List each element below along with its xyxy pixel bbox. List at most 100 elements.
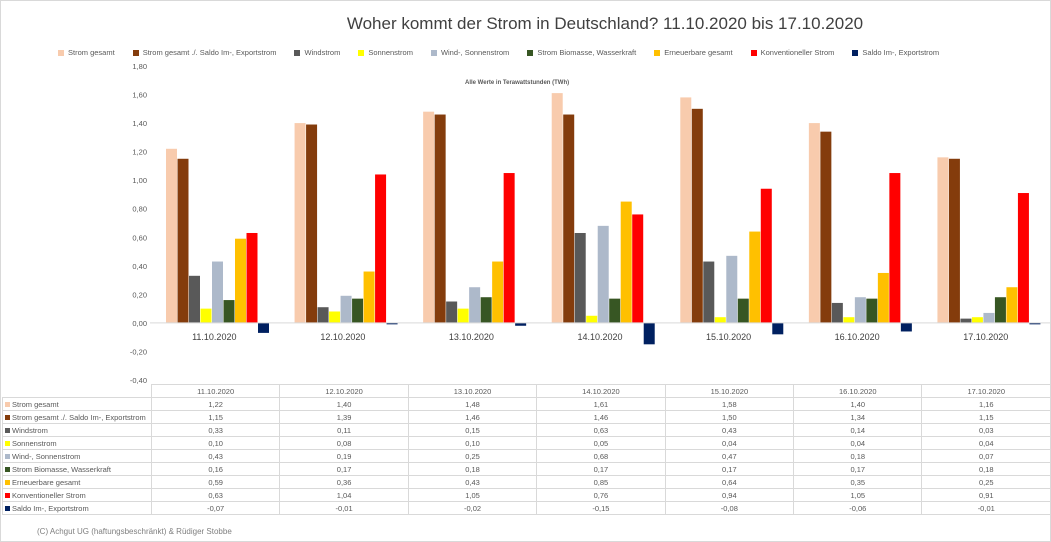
- bar: [189, 275, 200, 323]
- bar: [948, 158, 960, 323]
- bar: [808, 123, 820, 323]
- table-cell: 0,04: [664, 436, 795, 450]
- y-tick-label: 1,20: [132, 148, 147, 157]
- bar: [1029, 322, 1041, 325]
- legend-swatch: [750, 49, 757, 56]
- table-header: 15.10.2020: [664, 384, 795, 398]
- bar: [691, 108, 703, 323]
- table-row: Wind-, Sonnenstrom 0,43 0,19 0,25 0,68 0,47 0,…: [2, 449, 1051, 463]
- table-cell: 1,48: [407, 397, 538, 411]
- table-cell: 1,46: [407, 410, 538, 424]
- bar: [306, 124, 318, 323]
- legend-swatch: [132, 49, 139, 56]
- bar: [212, 261, 223, 323]
- bar: [609, 298, 621, 323]
- bar: [597, 225, 609, 323]
- bar: [317, 307, 329, 323]
- row-label: Strom gesamt ./. Saldo Im-, Exportstrom: [2, 410, 152, 424]
- table-cell: 0,76: [536, 488, 666, 502]
- bar: [235, 238, 246, 323]
- table-cell: 1,34: [793, 410, 923, 424]
- bar: [457, 308, 469, 323]
- bar: [983, 312, 995, 323]
- bar: [749, 231, 761, 323]
- bar: [960, 318, 972, 323]
- legend-label: Konventioneller Strom: [760, 48, 835, 57]
- x-tick-label: 11.10.2020: [192, 332, 236, 342]
- legend-label: Erneuerbare gesamt: [664, 48, 733, 57]
- bar: [492, 261, 504, 323]
- table-row: Sonnenstrom 0,10 0,08 0,10 0,05 0,04 0,04 0,04: [2, 436, 1051, 450]
- legend-label: Wind-, Sonnenstrom: [440, 48, 510, 57]
- chart-title: Woher kommt der Strom in Deutschland? 11…: [346, 14, 864, 33]
- legend-swatch: [5, 479, 10, 485]
- bar: [503, 173, 515, 323]
- y-tick-label: 0,60: [132, 233, 147, 242]
- table-cell: 0,17: [279, 462, 409, 476]
- table-row: Strom gesamt 1,22 1,40 1,48 1,61 1,58 1,40 1,16: [2, 397, 1051, 411]
- bar: [643, 322, 655, 345]
- legend-item: Strom gesamt: [58, 48, 115, 57]
- y-tick-label: 0,40: [132, 262, 147, 271]
- table-cell: 0,25: [921, 475, 1051, 489]
- bar: [1017, 193, 1029, 323]
- legend-swatch: [5, 427, 10, 433]
- x-tick-label: 16.10.2020: [835, 332, 880, 342]
- bar: [937, 157, 949, 323]
- bar: [375, 174, 387, 323]
- legend-item: Konventioneller Strom: [750, 48, 835, 57]
- bar: [866, 298, 878, 323]
- bar: [515, 322, 527, 326]
- bar: [352, 298, 364, 323]
- y-tick-label: 0,00: [132, 319, 147, 328]
- bar: [854, 297, 866, 323]
- legend-label: Windstrom: [304, 48, 341, 57]
- legend-swatch: [430, 49, 437, 56]
- row-label: Erneuerbare gesamt: [2, 475, 152, 489]
- table-cell: 0,47: [664, 449, 795, 463]
- legend: Strom gesamt Strom gesamt ./. Saldo Im-, …: [58, 48, 957, 57]
- legend-item: Windstrom: [294, 48, 340, 57]
- bar: [423, 111, 435, 323]
- table-cell: -0,06: [793, 501, 923, 515]
- y-tick-label: 0,20: [132, 290, 147, 299]
- table-cell: 0,91: [921, 488, 1051, 502]
- table-row: Erneuerbare gesamt 0,59 0,36 0,43 0,85 0,64 0,…: [2, 475, 1051, 489]
- table-cell: 0,59: [150, 475, 281, 489]
- bar: [177, 158, 189, 323]
- table-cell: 1,15: [921, 410, 1051, 424]
- row-label: Saldo Im-, Exportstrom: [2, 501, 152, 515]
- table-cell: 0,33: [150, 423, 281, 437]
- table-row: Strom Biomasse, Wasserkraft 0,16 0,17 0,18 0…: [2, 462, 1051, 476]
- bar: [551, 93, 563, 323]
- table-header: 14.10.2020: [536, 384, 666, 398]
- table-cell: 1,22: [150, 397, 281, 411]
- legend-swatch: [5, 492, 10, 498]
- bar: [889, 173, 901, 323]
- table-cell: 0,11: [279, 423, 409, 437]
- bar: [772, 322, 784, 335]
- bar: [446, 301, 458, 323]
- bar: [246, 232, 258, 323]
- legend-swatch: [5, 453, 10, 459]
- table-cell: 0,08: [279, 436, 409, 450]
- x-tick-label: 17.10.2020: [963, 332, 1008, 342]
- table-cell: 1,46: [536, 410, 666, 424]
- bar: [166, 148, 177, 323]
- bar: [843, 317, 855, 323]
- row-label: Windstrom: [2, 423, 152, 437]
- bar: [971, 317, 983, 323]
- table-cell: 0,05: [536, 436, 666, 450]
- legend-item: Saldo Im-, Exportstrom: [852, 48, 939, 57]
- table-cell: 0,64: [664, 475, 795, 489]
- table-cell: -0,01: [921, 501, 1051, 515]
- bar: [620, 201, 632, 323]
- bar: [900, 322, 912, 332]
- y-tick-label: 1,40: [132, 119, 147, 128]
- table-header: 17.10.2020: [921, 384, 1051, 398]
- table-cell: 0,63: [536, 423, 666, 437]
- legend-swatch: [5, 440, 10, 446]
- bar: [294, 123, 306, 323]
- table-cell: 0,17: [793, 462, 923, 476]
